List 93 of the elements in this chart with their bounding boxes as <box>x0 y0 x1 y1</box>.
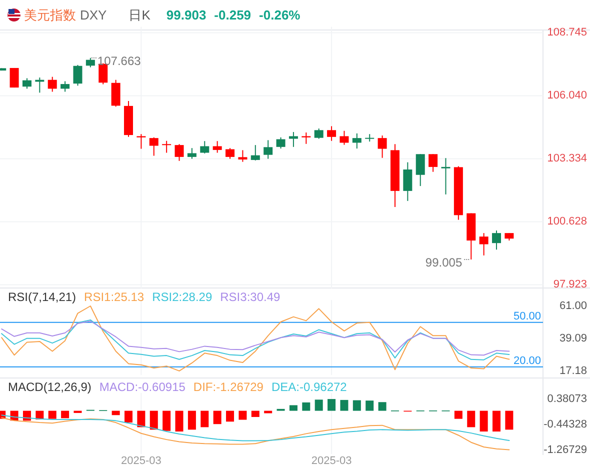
chart-title: RSI(7,14,21) <box>8 290 76 304</box>
chart-subtitle: DXY <box>80 8 108 22</box>
bar <box>378 402 386 411</box>
y-tick-label: 100.628 <box>547 216 587 228</box>
annotation: 107.663 <box>97 54 142 68</box>
chart-title: 美元指数 <box>24 8 76 22</box>
candlestick <box>136 134 146 150</box>
candlestick <box>302 132 311 144</box>
candlestick <box>276 136 286 150</box>
bar <box>328 399 336 411</box>
candlestick <box>149 136 158 156</box>
candlestick <box>340 130 349 146</box>
candlestick <box>264 140 273 160</box>
candlestick <box>22 78 32 90</box>
x-tick-label: 2025-03 <box>121 455 162 467</box>
bar <box>213 410 222 424</box>
bar <box>200 410 209 428</box>
y-tick-label: 108.745 <box>547 26 587 39</box>
bar <box>112 410 120 416</box>
candlestick <box>174 144 184 162</box>
y-tick-label: -1.26729 <box>544 444 587 456</box>
series-label: RSI1:25.13 <box>84 290 144 304</box>
bar <box>454 410 462 419</box>
bar <box>314 400 323 411</box>
candlestick <box>492 230 502 250</box>
bar <box>340 400 348 411</box>
bar <box>188 410 196 430</box>
line-series <box>1 417 510 450</box>
candlestick <box>327 126 336 142</box>
text: -0.259 <box>214 8 252 22</box>
bar <box>251 410 260 417</box>
annotation: 99.005 <box>425 256 462 270</box>
ref-line-label: 50.00 <box>513 310 541 322</box>
y-tick-label: 39.09 <box>559 332 587 344</box>
candlestick <box>314 128 324 140</box>
bar <box>352 400 361 411</box>
text: DIF:-1.26729 <box>193 380 264 394</box>
bar <box>505 410 514 430</box>
candlestick <box>238 150 248 162</box>
candlestick <box>479 232 488 256</box>
bar <box>480 410 488 432</box>
y-tick-label: -0.44328 <box>544 418 587 430</box>
bar <box>48 410 56 419</box>
y-tick-label: 61.00 <box>559 300 587 312</box>
text: RSI2:28.29 <box>152 290 212 304</box>
candlestick <box>60 80 70 92</box>
bar <box>175 410 184 432</box>
candlestick <box>288 132 298 148</box>
bar <box>302 402 310 411</box>
candlestick <box>378 135 387 158</box>
bar <box>264 410 272 414</box>
bar <box>150 410 158 430</box>
candlestick <box>212 140 222 154</box>
bar <box>238 410 247 420</box>
bar <box>467 410 476 428</box>
y-tick-label: 0.38073 <box>547 393 587 405</box>
y-tick-label: 17.18 <box>559 365 587 377</box>
candlestick <box>111 79 120 108</box>
text: RSI3:30.49 <box>220 290 281 304</box>
line-series <box>1 306 510 372</box>
candlestick <box>86 57 95 68</box>
bar <box>492 410 501 432</box>
candlestick <box>416 154 425 187</box>
text: 日K <box>128 8 151 22</box>
bar <box>366 400 374 411</box>
bar <box>162 410 171 431</box>
line-series <box>1 414 510 442</box>
bar <box>226 410 234 422</box>
candlestick <box>187 148 196 160</box>
y-tick-label: 106.040 <box>547 90 587 102</box>
candlestick <box>200 140 210 154</box>
text: -0.26% <box>259 8 301 22</box>
text: 99.903 <box>166 8 206 22</box>
text: DEA:-0.96272 <box>271 380 348 394</box>
candlestick <box>226 148 235 160</box>
series-label: MACD:-0.60915 <box>99 380 186 394</box>
candlestick <box>403 162 412 202</box>
x-tick-label: 2025-03 <box>311 455 352 467</box>
y-tick-label: 103.334 <box>547 152 587 165</box>
chart-title: MACD(12,26,9) <box>8 380 92 394</box>
candlestick <box>162 140 172 154</box>
candlestick <box>428 154 438 172</box>
bar <box>289 405 298 411</box>
candlestick <box>352 132 362 150</box>
bar <box>137 410 146 428</box>
bar <box>61 410 70 418</box>
y-tick-label: 97.923 <box>553 278 587 291</box>
ref-line-label: 20.00 <box>513 354 541 367</box>
candlestick <box>250 144 260 161</box>
bar <box>124 410 132 423</box>
candlestick <box>73 64 82 86</box>
candlestick <box>48 76 57 92</box>
candlestick <box>441 158 450 195</box>
